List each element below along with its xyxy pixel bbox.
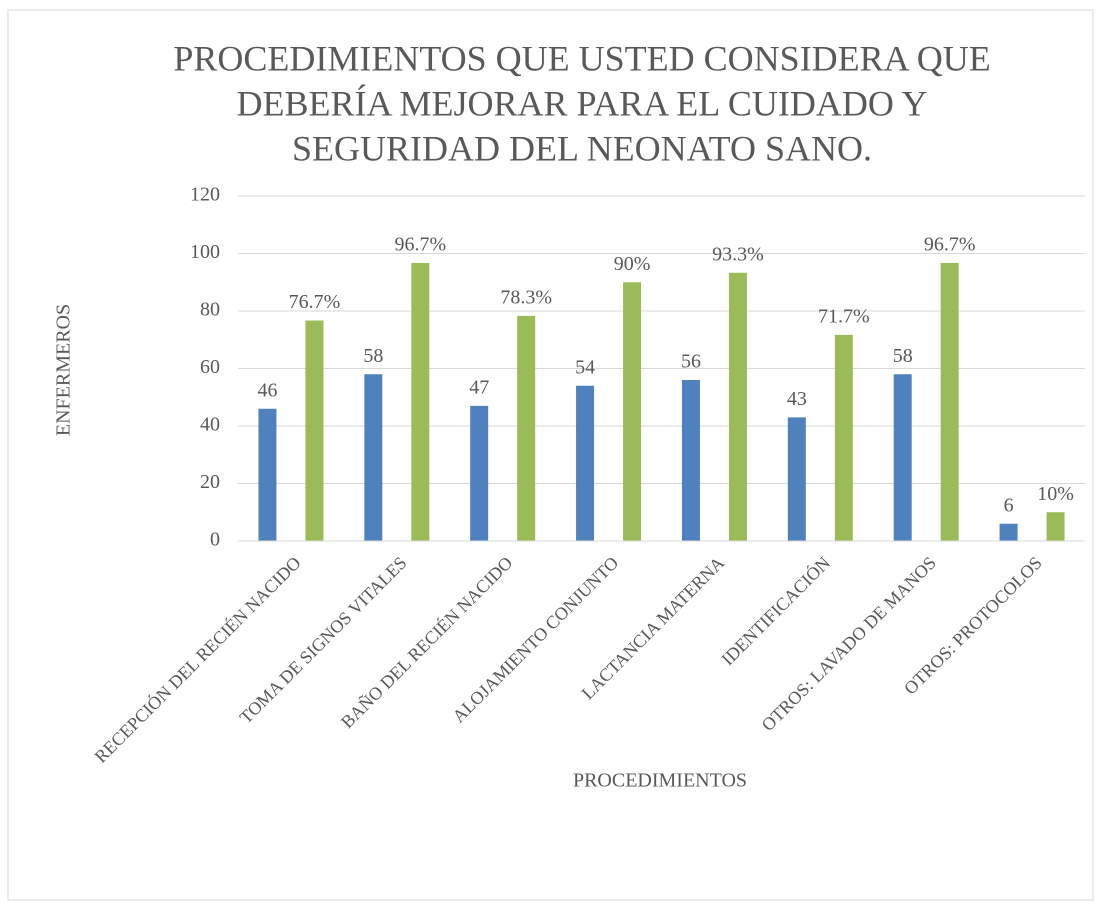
y-tick-label: 100	[190, 241, 220, 263]
bar	[517, 315, 536, 541]
data-label: 96.7%	[394, 234, 446, 256]
bar	[999, 523, 1018, 541]
x-axis-title: PROCEDIMIENTOS	[573, 770, 747, 792]
bar	[576, 385, 595, 541]
data-label: 76.7%	[289, 291, 341, 313]
data-label: 56	[681, 351, 701, 373]
bar	[681, 380, 700, 541]
data-label: 58	[363, 345, 383, 367]
bar	[834, 334, 853, 541]
y-tick-label: 20	[200, 471, 220, 493]
data-label: 10%	[1037, 483, 1074, 505]
chart-title: PROCEDIMIENTOS QUE USTED CONSIDERA QUE	[173, 38, 990, 78]
data-label: 46	[257, 379, 277, 401]
chart-border	[7, 9, 1094, 901]
y-tick-label: 80	[200, 299, 220, 321]
data-label: 90%	[614, 253, 651, 275]
data-label: 54	[575, 356, 595, 378]
chart-title: DEBERÍA MEJORAR PARA EL CUIDADO Y	[236, 83, 927, 123]
y-tick-label: 120	[190, 184, 220, 206]
y-tick-label: 60	[200, 356, 220, 378]
bar	[258, 408, 277, 541]
bar	[623, 282, 642, 541]
bar	[411, 262, 430, 541]
y-tick-label: 40	[200, 414, 220, 436]
data-label: 78.3%	[500, 286, 552, 308]
bar	[893, 374, 912, 541]
data-label: 6	[1004, 494, 1014, 516]
y-axis-title: ENFERMEROS	[53, 304, 75, 436]
bar	[470, 405, 489, 541]
data-label: 47	[469, 376, 489, 398]
bar	[787, 417, 806, 541]
bar	[1046, 512, 1065, 541]
bar	[728, 272, 747, 541]
data-label: 43	[787, 388, 807, 410]
y-tick-label: 0	[210, 529, 220, 551]
data-label: 71.7%	[818, 305, 870, 327]
bar	[940, 262, 959, 541]
data-label: 58	[893, 345, 913, 367]
bar	[364, 374, 383, 541]
bar	[305, 320, 324, 541]
data-label: 96.7%	[924, 234, 976, 256]
chart-title: SEGURIDAD DEL NEONATO SANO.	[292, 128, 872, 168]
data-label: 93.3%	[712, 243, 764, 265]
